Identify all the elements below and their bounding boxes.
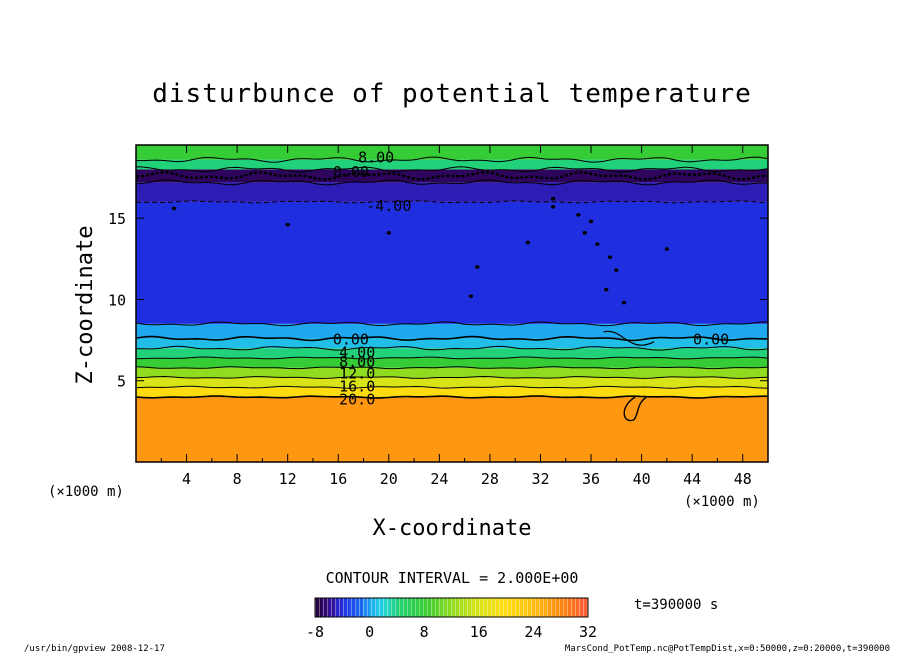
contour-blob-16 xyxy=(588,219,594,224)
contour-interval: CONTOUR INTERVAL = 2.000E+00 xyxy=(326,569,579,587)
colorbar-tick-label-4: 24 xyxy=(524,623,542,641)
contour-band-9 xyxy=(136,182,768,202)
plume-contour xyxy=(603,330,655,346)
x-tick-label-3: 16 xyxy=(329,470,347,488)
footer-right: MarsCond_PotTemp.nc@PotTempDist,x=0:5000… xyxy=(565,644,890,654)
contour-blob-14 xyxy=(550,196,556,201)
x-tick-label-11: 48 xyxy=(734,470,752,488)
contour-band-0 xyxy=(136,396,768,462)
x-tick-label-9: 40 xyxy=(633,470,651,488)
x-tick-label-7: 32 xyxy=(531,470,549,488)
contour-band-12 xyxy=(136,145,768,160)
x-tick-label-0: 4 xyxy=(182,470,191,488)
plot-frame xyxy=(135,144,769,463)
colorbar-tick-label-0: -8 xyxy=(306,623,324,641)
x-tick-label-10: 44 xyxy=(683,470,701,488)
contour-line-10 xyxy=(136,166,768,173)
contour-line-7 xyxy=(136,321,768,327)
turbulent-contour-band xyxy=(136,170,768,181)
contour-blob-1 xyxy=(285,222,290,227)
contour-line-5 xyxy=(136,345,768,351)
contour-line-9 xyxy=(136,179,768,186)
contour-label-9: 20.0 xyxy=(339,391,375,409)
x-tick-label-1: 8 xyxy=(233,470,242,488)
contour-blob-8 xyxy=(614,268,619,272)
contour-line-0 xyxy=(136,395,768,399)
contour-label-4: 0.00 xyxy=(693,330,729,348)
contour-label-5: 4.00 xyxy=(339,343,375,361)
contour-label-8: 16.0 xyxy=(339,378,375,396)
contour-band-8 xyxy=(136,201,768,324)
time-label: t=390000 s xyxy=(634,597,718,613)
plot-area xyxy=(136,145,768,462)
chart-title: disturbunce of potential temperature xyxy=(152,79,752,109)
contour-band-11 xyxy=(136,159,768,170)
contour-label-1: 0.00 xyxy=(333,163,369,181)
contour-band-1 xyxy=(136,387,768,397)
contour-blob-11 xyxy=(664,247,670,251)
contour-label-6: 8.00 xyxy=(339,353,375,371)
x-axis-label: X-coordinate xyxy=(373,516,532,541)
colorbar-tick-label-5: 32 xyxy=(579,623,597,641)
contour-line-11 xyxy=(136,156,768,163)
contour-band-4 xyxy=(136,357,768,368)
x-tick-label-2: 12 xyxy=(279,470,297,488)
x-unit-right: (×1000 m) xyxy=(684,494,760,510)
footer-left: /usr/bin/gpview 2008-12-17 xyxy=(24,644,165,654)
colorbar-tick-label-3: 16 xyxy=(470,623,488,641)
colorbar xyxy=(314,597,589,618)
contour-blob-10 xyxy=(621,300,627,305)
x-tick-label-4: 20 xyxy=(380,470,398,488)
contour-line-8 xyxy=(136,200,768,204)
y-tick-label-1: 10 xyxy=(108,291,126,309)
contour-line-2 xyxy=(136,375,768,379)
contour-line-4 xyxy=(136,356,768,360)
contour-label-7: 12.0 xyxy=(339,365,375,383)
contour-label-2: -4.00 xyxy=(366,197,411,215)
contour-label-3: 0.00 xyxy=(333,330,369,348)
contour-blob-0 xyxy=(171,206,177,211)
contour-blob-7 xyxy=(607,255,613,259)
contour-band-6 xyxy=(136,338,768,349)
contour-blob-13 xyxy=(468,294,474,298)
contour-blob-12 xyxy=(475,265,480,269)
contour-label-0: 8.00 xyxy=(358,148,394,166)
contour-blob-15 xyxy=(576,213,581,217)
y-tick-label-2: 15 xyxy=(108,210,126,228)
contour-band-7 xyxy=(136,323,768,339)
contour-line-1 xyxy=(136,385,768,389)
plume-hook-contour xyxy=(623,396,648,422)
colorbar-tick-label-2: 8 xyxy=(420,623,429,641)
contour-band-2 xyxy=(136,377,768,388)
contour-band-5 xyxy=(136,348,768,358)
x-tick-label-6: 28 xyxy=(481,470,499,488)
contour-blob-4 xyxy=(550,204,556,209)
contour-blob-2 xyxy=(386,230,391,235)
contour-line-3 xyxy=(136,366,768,370)
contour-blob-6 xyxy=(595,242,600,246)
contour-band-3 xyxy=(136,367,768,378)
contour-blob-9 xyxy=(604,287,609,292)
contour-blob-3 xyxy=(525,240,531,245)
x-tick-label-8: 36 xyxy=(582,470,600,488)
colorbar-tick-label-1: 0 xyxy=(365,623,374,641)
x-tick-label-5: 24 xyxy=(430,470,448,488)
y-tick-label-0: 5 xyxy=(117,373,126,391)
contour-blob-5 xyxy=(582,230,587,235)
y-axis-label: Z-coordinate xyxy=(73,226,98,385)
x-unit-left: (×1000 m) xyxy=(48,484,124,500)
contour-line-6 xyxy=(136,335,768,342)
